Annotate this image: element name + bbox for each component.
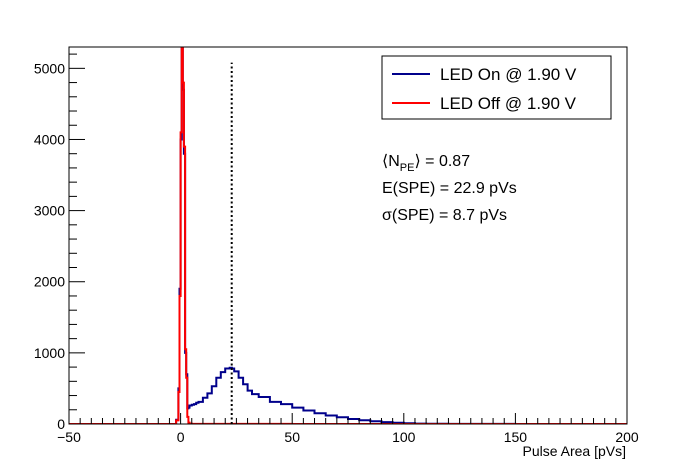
x-tick-label: 200 <box>615 429 639 445</box>
legend: LED On @ 1.90 V LED Off @ 1.90 V <box>381 55 612 120</box>
y-tick-label: 5000 <box>34 60 65 76</box>
y-axis: 0 1000 2000 3000 4000 5000 <box>34 53 85 432</box>
fit-results: ⟨NPE⟩ = 0.87 E(SPE) = 22.9 pVs σ(SPE) = … <box>382 153 517 224</box>
x-axis-title: Pulse Area [pVs] <box>522 443 626 459</box>
legend-label-led-off: LED Off @ 1.90 V <box>440 94 577 113</box>
y-tick-label: 0 <box>57 416 65 432</box>
espe-annotation: E(SPE) = 22.9 pVs <box>382 180 517 197</box>
y-tick-label: 3000 <box>34 203 65 219</box>
sigma-annotation: σ(SPE) = 8.7 pVs <box>382 207 507 224</box>
y-tick-label: 4000 <box>34 131 65 147</box>
x-tick-label: 0 <box>177 429 185 445</box>
legend-box <box>381 55 612 120</box>
x-tick-label: 100 <box>392 429 416 445</box>
y-tick-label: 1000 <box>34 345 65 361</box>
x-tick-label: 50 <box>284 429 300 445</box>
npe-annotation: ⟨NPE⟩ = 0.87 <box>382 153 470 174</box>
x-tick-label: 150 <box>504 429 528 445</box>
x-axis: −50 0 50 100 150 200 <box>57 413 639 445</box>
legend-label-led-on: LED On @ 1.90 V <box>440 65 577 84</box>
y-tick-label: 2000 <box>34 274 65 290</box>
x-tick-label: −50 <box>57 429 81 445</box>
